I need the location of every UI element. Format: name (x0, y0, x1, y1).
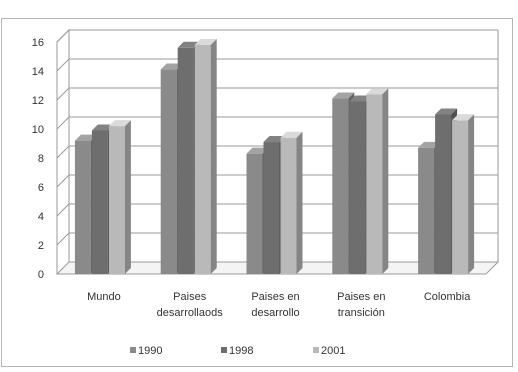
x-tick-label: Paises (173, 291, 207, 303)
bar-top (74, 134, 97, 141)
bar-front (194, 44, 211, 275)
legend-label: 1998 (229, 345, 253, 357)
legend-swatch (313, 347, 319, 353)
x-tick-label: transición (338, 307, 385, 319)
bar-top (194, 38, 217, 45)
bar-front (177, 47, 194, 274)
gridline (56, 58, 498, 72)
bar-top (177, 41, 200, 48)
x-tick-label: Paises en (251, 291, 299, 303)
bar-side (468, 114, 475, 274)
x-tick-label: Colombia (424, 291, 471, 303)
bar-side (296, 131, 303, 274)
bar-top (418, 141, 441, 148)
bar-top (108, 120, 131, 127)
bar-front (366, 94, 383, 274)
x-tick-label: desarrollaods (157, 307, 224, 319)
y-axis-ticks: 0 2 4 6 8 10 12 14 16 (32, 37, 44, 281)
bar (108, 120, 131, 274)
bars (74, 38, 475, 275)
bar (280, 131, 303, 274)
bar-top (246, 147, 269, 154)
legend-label: 2001 (321, 345, 345, 357)
bar-front (108, 126, 125, 274)
y-tick-label: 16 (32, 37, 44, 49)
bar-top (263, 136, 286, 143)
bar-front (452, 120, 469, 274)
bar-front (418, 147, 435, 274)
legend: 1990 1998 2001 (130, 345, 345, 357)
legend-label: 1990 (138, 345, 162, 357)
bar-front (246, 153, 263, 274)
legend-swatch (221, 347, 227, 353)
bar-front (349, 101, 366, 274)
y-tick-label: 14 (32, 66, 44, 78)
bar-front (435, 114, 452, 274)
x-tick-label: Paises en (337, 291, 385, 303)
bar-side (210, 38, 217, 275)
y-tick-label: 2 (38, 240, 44, 252)
gridline (56, 87, 498, 101)
bar-front (263, 142, 280, 274)
bar-front (74, 140, 91, 274)
x-tick-label: Mundo (87, 291, 121, 303)
left-wall (56, 28, 70, 274)
bar-top (280, 131, 303, 138)
bar-top (332, 92, 355, 99)
gridline (56, 29, 498, 43)
legend-swatch (130, 347, 136, 353)
bar-top (160, 63, 183, 70)
x-axis-labels: Mundo Paises desarrollaods Paises en desarro… (87, 291, 471, 319)
bar-side (124, 120, 131, 274)
y-tick-label: 0 (38, 269, 44, 281)
y-tick-label: 6 (38, 182, 44, 194)
bar-top (366, 88, 389, 95)
y-tick-label: 8 (38, 153, 44, 165)
bar-top (349, 95, 372, 102)
bar-side (382, 88, 389, 274)
bar-front (332, 98, 349, 274)
x-tick-label: desarrollo (251, 307, 299, 319)
y-tick-label: 10 (32, 124, 44, 136)
y-tick-label: 12 (32, 95, 44, 107)
bar (366, 88, 389, 274)
bar-top (91, 124, 114, 131)
bar-top (452, 114, 475, 121)
bar-top (435, 108, 458, 115)
bar-front (160, 69, 177, 274)
bar-front (91, 130, 108, 274)
bar-front (280, 137, 297, 274)
bar (452, 114, 475, 274)
y-tick-label: 4 (38, 211, 44, 223)
bar (194, 38, 217, 275)
